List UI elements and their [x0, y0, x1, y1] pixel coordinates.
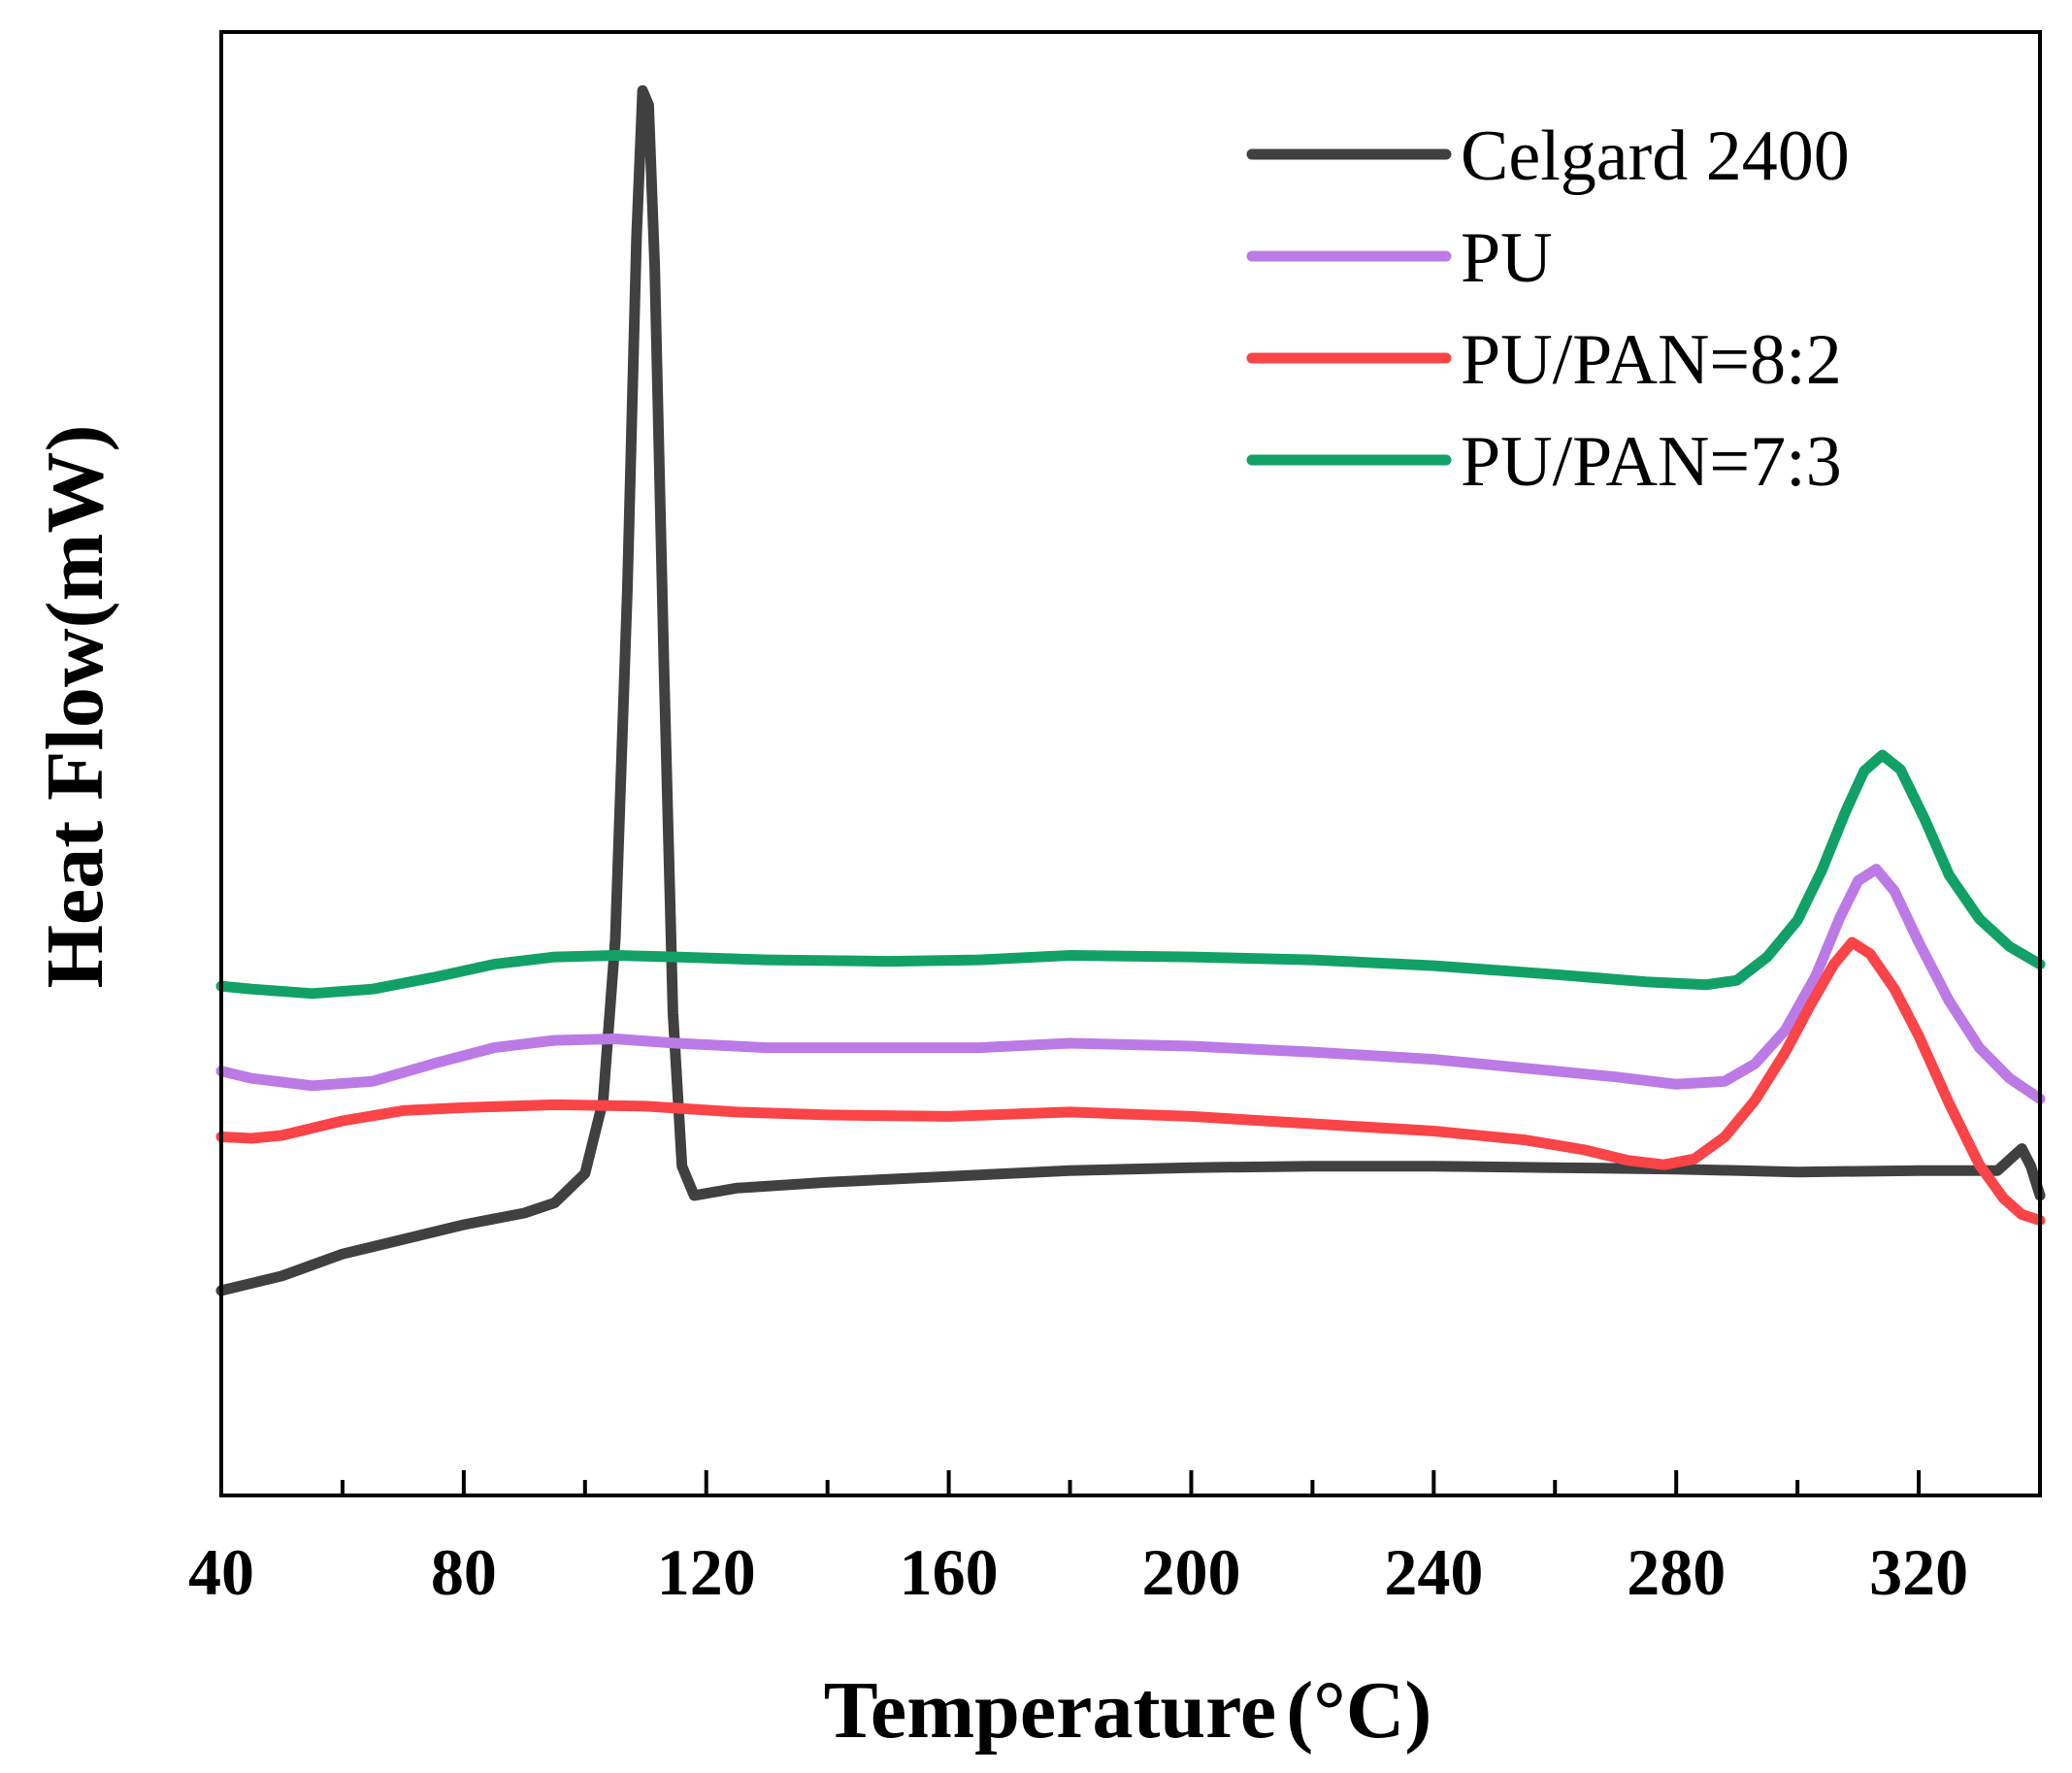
x-tick-label-200: 200	[1141, 1535, 1240, 1609]
legend-label-1: Celgard 2400	[1461, 116, 1850, 196]
x-tick-label-120: 120	[657, 1535, 756, 1609]
x-tick-label-320: 320	[1869, 1535, 1968, 1609]
x-tick-label-280: 280	[1627, 1535, 1726, 1609]
x-tick-label-40: 40	[188, 1535, 254, 1609]
series-line-4	[215, 749, 2046, 1000]
x-axis-ticks	[219, 1470, 2042, 1495]
y-axis-title: Heat Flow(mW)	[30, 425, 120, 989]
series-layer	[215, 84, 2046, 1297]
x-tick-label-80: 80	[431, 1535, 497, 1609]
series-line-3	[215, 936, 2046, 1226]
x-tick-label-160: 160	[900, 1535, 999, 1609]
legend-label-3: PU/PAN=8:2	[1461, 320, 1842, 400]
series-line-1	[215, 84, 2046, 1297]
x-axis-tick-labels: 40 80 120 160 200 240 280 320	[188, 1535, 1968, 1609]
plot-frame	[219, 30, 2042, 1497]
x-tick-label-240: 240	[1384, 1535, 1483, 1609]
x-axis-title: Temperature (°C)	[824, 1665, 1432, 1756]
legend-label-2: PU	[1461, 218, 1553, 298]
series-line-2	[215, 864, 2046, 1104]
x-axis-title-text: Temperature	[824, 1665, 1277, 1756]
x-axis-title-unit: (°C)	[1286, 1665, 1431, 1756]
legend-label-4: PU/PAN=7:3	[1461, 422, 1842, 502]
legend: Celgard 2400 PU PU/PAN=8:2 PU/PAN=7:3	[1246, 116, 1850, 502]
